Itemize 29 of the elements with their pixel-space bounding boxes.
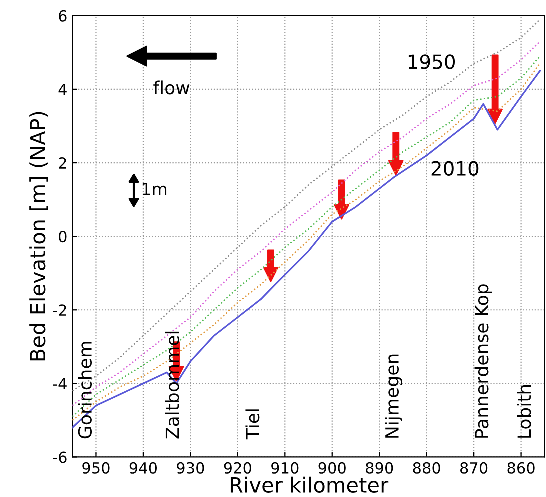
x-tick-label: 910 (272, 462, 299, 474)
annotation: Lobith (517, 385, 532, 438)
y-tick-label: -6 (53, 452, 67, 464)
y-tick-label: -4 (53, 378, 67, 390)
annotation: 1m (142, 183, 167, 196)
series-label: 2010 (432, 161, 479, 176)
series-label: 1950 (408, 54, 456, 70)
x-tick-label: 880 (413, 462, 440, 474)
y-tick-label: 6 (59, 10, 67, 22)
x-tick-label: 940 (130, 462, 158, 474)
y-axis-title: Bed Elevation [m] (NAP) (30, 112, 48, 361)
annotation: Tiel (246, 410, 260, 440)
y-tick-label: 0 (59, 231, 67, 243)
x-tick-label: 950 (82, 462, 110, 474)
x-tick-label: 860 (508, 462, 535, 474)
x-tick-label: 930 (177, 462, 204, 474)
x-axis-title: River kilometer (230, 476, 389, 494)
x-tick-label: 900 (318, 462, 346, 474)
y-tick-label: 4 (58, 84, 67, 96)
annotation: flow (154, 80, 190, 95)
x-tick-label: 870 (460, 462, 488, 474)
x-tick-label: 890 (366, 462, 394, 474)
annotation: Nijmegen (385, 354, 403, 438)
annotation: Pannerdense Kop (474, 284, 492, 438)
y-tick-label: 2 (59, 157, 66, 169)
y-tick-label: -2 (53, 304, 66, 316)
annotation: Zaltbommel (165, 332, 180, 439)
x-tick-label: 920 (224, 462, 252, 474)
annotation: Gorinchem (78, 342, 92, 439)
